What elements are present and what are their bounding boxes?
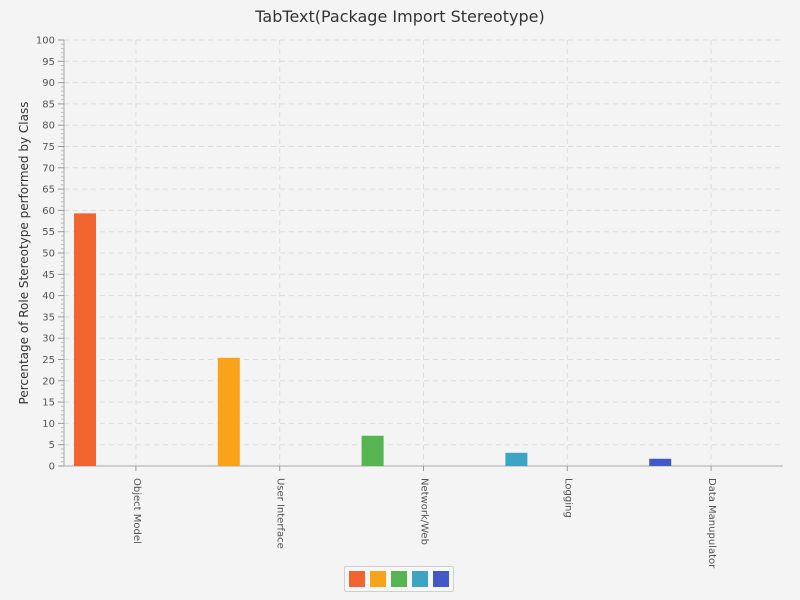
y-axis-ticks: 0 5 10 15 20 25 30 35 40 45 50 55 60 65 70 75 80 85 90 95 10… [36, 36, 64, 473]
y-tick-label: 35 [42, 312, 55, 323]
y-tick-label: 100 [36, 36, 55, 47]
bar-1 [217, 357, 240, 466]
grid-lines [64, 39, 783, 466]
y-axis-label: Percentage of Role Stereotype performed … [17, 102, 31, 405]
category-label: Object Model [131, 478, 142, 544]
category-label: Logging [562, 478, 573, 518]
y-tick-label: 90 [42, 78, 55, 89]
y-tick-label: 50 [42, 249, 55, 260]
y-tick-label: 30 [42, 334, 55, 345]
y-tick-label: 0 [49, 462, 55, 473]
y-tick-label: 25 [42, 355, 55, 366]
chart-title: TabText(Package Import Stereotype) [255, 7, 545, 26]
y-tick-label: 75 [42, 142, 55, 153]
x-axis-categories: Object Model User Interface Network/Web Log… [131, 466, 717, 569]
y-tick-label: 60 [42, 206, 55, 217]
y-tick-label: 80 [42, 121, 55, 132]
legend-swatch-2 [391, 571, 407, 587]
category-label: User Interface [275, 478, 286, 549]
y-tick-label: 5 [49, 440, 55, 451]
category-label: Network/Web [419, 478, 430, 545]
y-tick-label: 45 [42, 270, 55, 281]
y-tick-label: 65 [42, 185, 55, 196]
bar-0 [74, 213, 96, 466]
y-tick-label: 85 [42, 99, 55, 110]
bar-4 [649, 458, 672, 466]
y-tick-label: 95 [42, 57, 55, 68]
bar-3 [505, 452, 528, 466]
y-tick-label: 55 [42, 227, 55, 238]
y-tick-label: 70 [42, 163, 55, 174]
y-tick-label: 20 [42, 376, 55, 387]
legend-swatch-0 [349, 571, 365, 587]
legend [344, 566, 454, 592]
legend-swatch-3 [412, 571, 428, 587]
bars [74, 213, 672, 466]
legend-swatch-4 [433, 571, 449, 587]
category-label: Data Manupulator [706, 478, 717, 569]
legend-swatch-1 [370, 571, 386, 587]
y-tick-label: 10 [42, 419, 55, 430]
y-tick-label: 15 [42, 398, 55, 409]
bar-2 [361, 435, 384, 466]
y-tick-label: 40 [42, 291, 55, 302]
